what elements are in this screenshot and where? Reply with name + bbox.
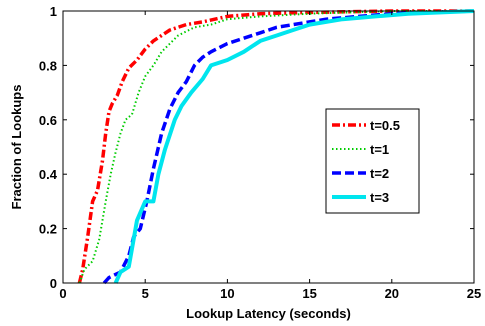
legend-label: t=1 bbox=[370, 142, 389, 157]
series-line-1 bbox=[77, 9, 474, 284]
y-tick-label: 1 bbox=[50, 4, 57, 19]
x-tick-label: 25 bbox=[467, 286, 481, 301]
legend-label: t=0.5 bbox=[370, 118, 400, 133]
x-tick-label: 0 bbox=[59, 286, 66, 301]
y-tick-label: 0.4 bbox=[39, 167, 58, 182]
axes bbox=[62, 10, 475, 284]
y-tick-label: 0.8 bbox=[39, 58, 57, 73]
x-tick-label: 15 bbox=[302, 286, 316, 301]
legend: t=0.5 t=1 t=2 t=3 bbox=[325, 108, 420, 214]
series-line-2 bbox=[78, 10, 474, 284]
x-axis-title: Lookup Latency (seconds) bbox=[186, 306, 351, 321]
y-tick-label: 0.6 bbox=[39, 113, 57, 128]
tick-labels: 0 5 10 15 20 25 0 0.2 0.4 0.6 0.8 1 bbox=[39, 4, 481, 301]
x-tick-label: 10 bbox=[220, 286, 234, 301]
y-axis-title: Fraction of Lookups bbox=[9, 85, 24, 210]
x-tick-label: 5 bbox=[142, 286, 149, 301]
y-tick-label: 0 bbox=[50, 276, 57, 291]
x-tick-label: 20 bbox=[385, 286, 399, 301]
axes-frame bbox=[62, 10, 475, 284]
y-tick-label: 0.2 bbox=[39, 222, 57, 237]
series-line-4 bbox=[113, 9, 475, 284]
legend-label: t=2 bbox=[370, 166, 389, 181]
series-layer bbox=[77, 9, 475, 285]
legend-label: t=3 bbox=[370, 190, 389, 205]
